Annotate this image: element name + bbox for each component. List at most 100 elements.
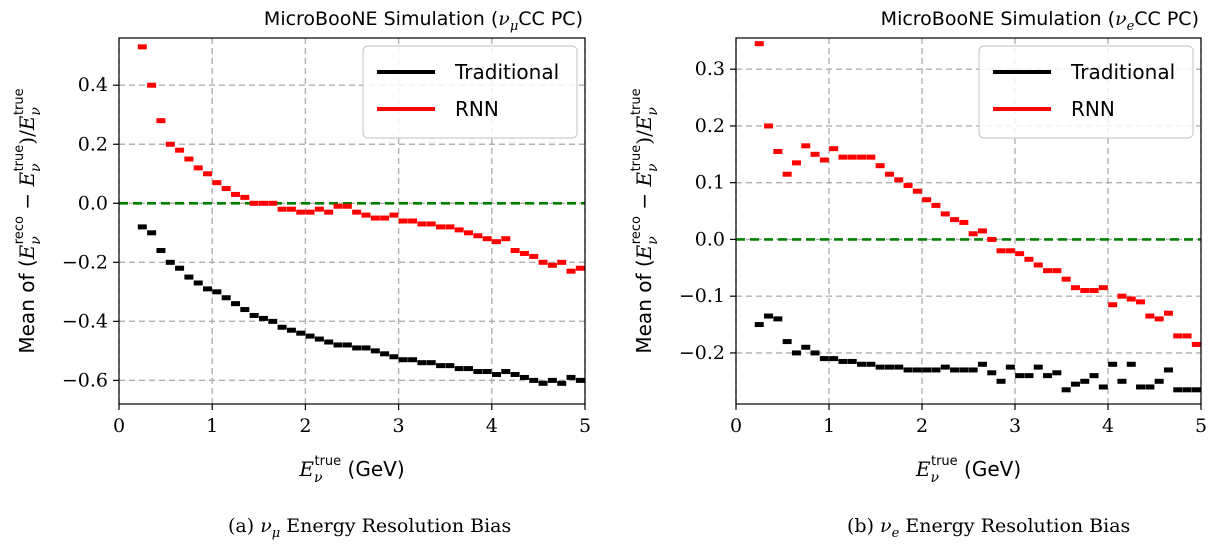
data-point-traditional xyxy=(959,367,969,373)
data-point-rnn xyxy=(1024,256,1034,262)
data-point-rnn xyxy=(156,118,166,124)
data-point-rnn xyxy=(1117,293,1127,299)
data-point-traditional xyxy=(557,380,567,386)
data-point-traditional xyxy=(258,315,268,321)
data-point-traditional xyxy=(1191,387,1201,393)
data-point-traditional xyxy=(1080,378,1090,384)
data-point-rnn xyxy=(557,259,567,265)
data-point-traditional xyxy=(1033,364,1043,370)
data-point-rnn xyxy=(175,147,185,153)
data-point-traditional xyxy=(445,363,455,369)
data-point-traditional xyxy=(510,371,520,377)
data-point-rnn xyxy=(1145,313,1155,319)
data-point-rnn xyxy=(1070,285,1080,291)
data-point-rnn xyxy=(1136,299,1146,305)
data-point-traditional xyxy=(175,265,185,271)
data-point-rnn xyxy=(1182,333,1192,339)
data-point-traditional xyxy=(398,357,408,363)
data-point-rnn xyxy=(370,215,380,221)
x-axis-label: Eνtrue (GeV) xyxy=(298,454,404,486)
data-point-rnn xyxy=(305,209,315,215)
data-point-traditional xyxy=(249,312,259,318)
data-point-traditional xyxy=(810,350,820,356)
x-tick-label: 1 xyxy=(206,415,218,437)
data-point-rnn xyxy=(575,265,585,271)
data-point-traditional xyxy=(1173,387,1183,393)
data-point-traditional xyxy=(829,356,839,362)
y-axis-label: Mean of (Eνreco − Eνtrue)/Eνtrue xyxy=(629,88,661,353)
data-point-traditional xyxy=(286,327,296,333)
y-tick-label: −0.4 xyxy=(62,310,108,332)
data-point-rnn xyxy=(314,206,324,212)
data-point-traditional xyxy=(1145,384,1155,390)
data-point-rnn xyxy=(1163,310,1173,316)
data-point-traditional xyxy=(884,364,894,370)
data-point-rnn xyxy=(454,227,464,233)
data-point-rnn xyxy=(426,221,436,227)
x-tick-label: 1 xyxy=(823,415,835,437)
data-point-rnn xyxy=(1043,268,1053,274)
data-point-traditional xyxy=(791,350,801,356)
data-point-rnn xyxy=(754,41,764,47)
data-point-rnn xyxy=(473,233,483,239)
data-point-rnn xyxy=(1061,276,1071,282)
data-point-rnn xyxy=(773,148,783,154)
data-point-rnn xyxy=(193,165,203,171)
data-point-rnn xyxy=(231,191,240,197)
data-point-rnn xyxy=(203,171,213,177)
data-point-rnn xyxy=(1080,288,1090,294)
data-point-rnn xyxy=(361,212,371,218)
data-point-traditional xyxy=(782,339,792,345)
data-point-rnn xyxy=(296,209,306,215)
data-point-traditional xyxy=(1117,378,1127,384)
data-point-rnn xyxy=(1108,302,1118,308)
data-point-rnn xyxy=(380,215,390,221)
y-tick-label: 0.2 xyxy=(695,115,725,137)
legend: Traditional RNN xyxy=(362,45,578,139)
chart-panel-2: 0 1 2 3 4 5 −0.2 −0.1 0.0 0.1 0.2 0.3 MicroBooNE Sim… xyxy=(629,8,1207,541)
data-point-rnn xyxy=(829,146,839,152)
data-point-traditional xyxy=(352,345,362,351)
legend-box xyxy=(978,45,1194,139)
data-point-traditional xyxy=(342,342,352,348)
data-point-traditional xyxy=(1154,378,1164,384)
chart-panel-1: 0 1 2 3 4 5 −0.6 −0.4 −0.2 0.0 0.2 0.4 MicroBooNE Si… xyxy=(12,8,591,541)
data-point-rnn xyxy=(212,180,222,186)
data-point-rnn xyxy=(894,177,904,183)
data-point-traditional xyxy=(482,369,492,375)
data-point-rnn xyxy=(819,157,829,163)
data-point-rnn xyxy=(1005,248,1015,254)
data-point-rnn xyxy=(847,154,857,160)
y-axis-label: Mean of (Eνreco − Eνtrue)/Eνtrue xyxy=(12,88,44,353)
data-point-rnn xyxy=(240,194,250,200)
data-point-traditional xyxy=(203,286,213,292)
data-point-traditional xyxy=(389,354,399,360)
data-point-traditional xyxy=(1182,387,1192,393)
data-point-rnn xyxy=(445,224,455,230)
data-point-rnn xyxy=(519,250,529,256)
data-point-rnn xyxy=(165,141,175,147)
data-point-rnn xyxy=(538,259,548,265)
x-axis-label: Eνtrue (GeV) xyxy=(915,454,1021,486)
data-point-rnn xyxy=(1015,251,1025,257)
data-point-traditional xyxy=(940,364,950,370)
data-point-rnn xyxy=(277,206,287,212)
data-point-traditional xyxy=(987,370,997,376)
data-point-traditional xyxy=(147,230,157,236)
x-tick-label: 5 xyxy=(579,415,591,437)
data-point-rnn xyxy=(1033,262,1043,268)
data-point-traditional xyxy=(1015,373,1025,379)
y-tick-label: −0.1 xyxy=(679,285,725,307)
data-point-traditional xyxy=(847,358,857,364)
data-point-traditional xyxy=(417,360,427,366)
data-point-traditional xyxy=(547,377,557,383)
data-point-traditional xyxy=(1024,373,1034,379)
data-point-rnn xyxy=(912,188,922,194)
data-point-rnn xyxy=(286,206,296,212)
axes-frame xyxy=(735,37,1202,405)
data-point-rnn xyxy=(1052,268,1062,274)
legend-label-rnn: RNN xyxy=(455,97,499,121)
data-point-rnn xyxy=(987,236,997,242)
data-point-traditional xyxy=(137,224,147,230)
legend-label-traditional: Traditional xyxy=(454,60,559,84)
